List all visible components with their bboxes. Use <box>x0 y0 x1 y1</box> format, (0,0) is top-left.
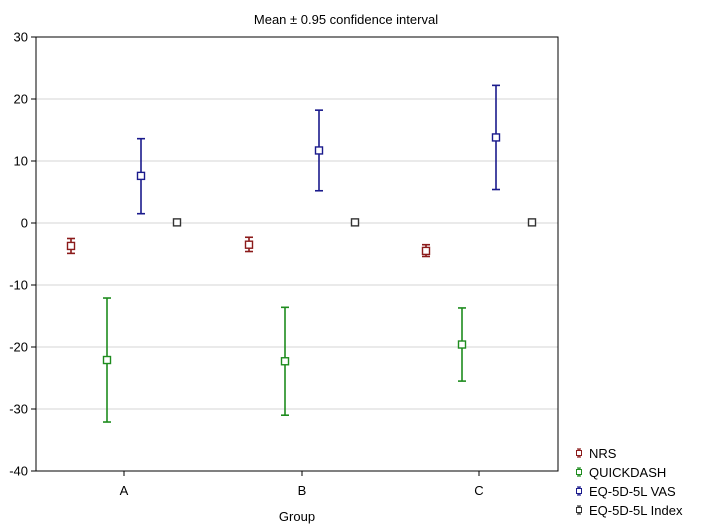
mean-marker <box>457 340 467 349</box>
series-nrs <box>66 236 431 258</box>
legend-item-eq-5d-5l-vas: EQ-5D-5L VAS <box>576 484 676 499</box>
mean-marker <box>491 133 501 142</box>
x-axis: A B C <box>120 471 484 498</box>
series-eq-5d-5l-index <box>172 218 537 227</box>
y-tick-label: 30 <box>14 30 28 45</box>
mean-marker <box>350 218 360 227</box>
y-tick-label: 0 <box>21 216 28 231</box>
legend-swatch-marker <box>576 507 582 513</box>
legend-swatch-marker <box>576 469 582 475</box>
mean-marker <box>66 241 76 251</box>
y-tick-label: 20 <box>14 92 28 107</box>
plot-area <box>35 36 559 472</box>
y-tick-label: 10 <box>14 154 28 169</box>
mean-marker <box>102 355 112 365</box>
legend-item-nrs: NRS <box>576 446 617 461</box>
y-tick-label: -30 <box>9 402 28 417</box>
x-tick-label-c: C <box>474 483 483 498</box>
mean-marker <box>527 218 537 227</box>
mean-marker <box>136 171 146 181</box>
x-tick-label-b: B <box>298 483 307 498</box>
y-tick-label: -40 <box>9 464 28 479</box>
mean-marker <box>314 146 324 155</box>
legend: NRS QUICKDASH EQ-5D-5L VAS EQ-5D-5L Index <box>576 446 683 518</box>
legend-item-quickdash: QUICKDASH <box>576 465 666 480</box>
legend-item-eq-5d-5l-index: EQ-5D-5L Index <box>576 503 683 518</box>
mean-marker <box>280 357 290 366</box>
mean-marker <box>421 246 431 256</box>
y-tick-label: -20 <box>9 340 28 355</box>
y-tick-label: -10 <box>9 278 28 293</box>
legend-label: EQ-5D-5L Index <box>589 503 683 518</box>
legend-label: QUICKDASH <box>589 465 666 480</box>
legend-swatch-marker <box>576 488 582 494</box>
gridlines <box>36 98 558 410</box>
mean-marker <box>172 218 182 227</box>
chart-title: Mean ± 0.95 confidence interval <box>254 12 438 27</box>
x-tick-label-a: A <box>120 483 129 498</box>
y-axis: 30 20 10 0 -10 -20 -30 -40 <box>9 30 36 479</box>
x-axis-title: Group <box>279 509 315 524</box>
mean-marker <box>244 240 254 249</box>
legend-label: NRS <box>589 446 617 461</box>
data-series <box>66 84 537 423</box>
legend-label: EQ-5D-5L VAS <box>589 484 676 499</box>
series-eq-5d-5l-vas <box>136 84 501 215</box>
series-quickdash <box>102 297 467 423</box>
legend-swatch-marker <box>576 450 582 456</box>
